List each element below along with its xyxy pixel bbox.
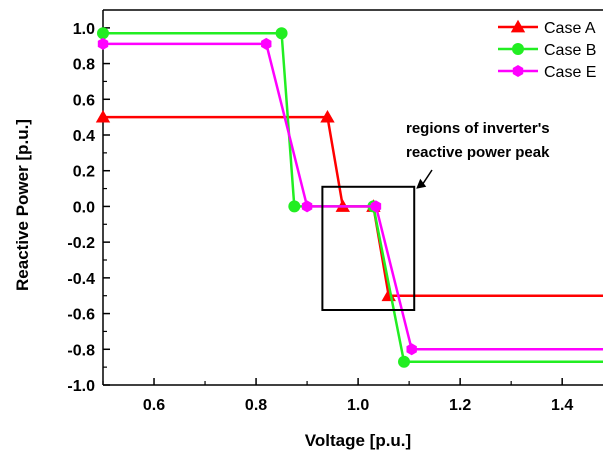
y-tick-label: -0.2 [67,235,95,252]
legend-marker [512,65,524,77]
annotation-text: reactive power peak [406,144,550,161]
legend-marker [512,43,524,55]
annotation-arrowhead [416,178,427,189]
y-tick-label: 0.6 [73,92,95,109]
y-tick-label: -1.0 [67,378,95,395]
legend-label: Case A [544,20,596,37]
legend-item-case-e: Case E [498,64,596,81]
data-point [95,109,111,123]
y-tick-label: 0.4 [73,128,95,145]
legend-item-case-a: Case A [498,19,596,37]
x-tick-label: 1.4 [551,397,573,414]
series-line [103,31,603,364]
y-axis-title: Reactive Power [p.u.] [13,119,32,291]
data-point [301,200,313,213]
annotation-text-bg [400,115,603,169]
annotation-arrow [421,169,433,186]
annotation-box [321,185,416,312]
series-case-b [97,27,603,368]
annotation-text: regions of inverter's [406,120,550,137]
series-line [103,42,603,351]
y-tick-label: 1.0 [73,21,95,38]
y-tick-label: -0.6 [67,307,95,324]
series-case-e [97,37,603,356]
x-tick-label: 0.8 [245,397,267,414]
annotation-layer: regions of inverter's reactive power peak [321,115,603,312]
plot-area: 0.6 0.8 1.0 1.2 1.4 1.0 0.8 0.6 0.4 0.2 0.0 -0.2 -0.… [67,9,603,414]
data-point [320,109,335,123]
y-tick-label: -0.4 [67,271,95,288]
series-layer [95,27,603,368]
legend-label: Case E [544,64,596,81]
legend-marker [510,19,526,33]
legend-label: Case B [544,42,596,59]
data-point [288,200,301,213]
legend: Case A Case B Case E [498,19,596,81]
x-tick-label: 1.2 [449,397,471,414]
y-tick-label: -0.8 [67,342,95,359]
data-point [370,200,382,213]
legend-item-case-b: Case B [498,42,596,59]
x-tick-label: 0.6 [143,397,165,414]
x-tick-label: 1.0 [347,397,369,414]
y-tick-label: 0.8 [73,57,95,74]
data-point [406,343,417,356]
data-point [97,27,109,40]
data-point [398,355,411,368]
data-point [97,37,109,50]
data-point [275,27,288,40]
data-point [261,37,272,50]
y-tick-label: 0.2 [73,164,95,181]
y-tick-label: 0.0 [73,199,95,216]
x-axis-title: Voltage [p.u.] [305,431,411,450]
